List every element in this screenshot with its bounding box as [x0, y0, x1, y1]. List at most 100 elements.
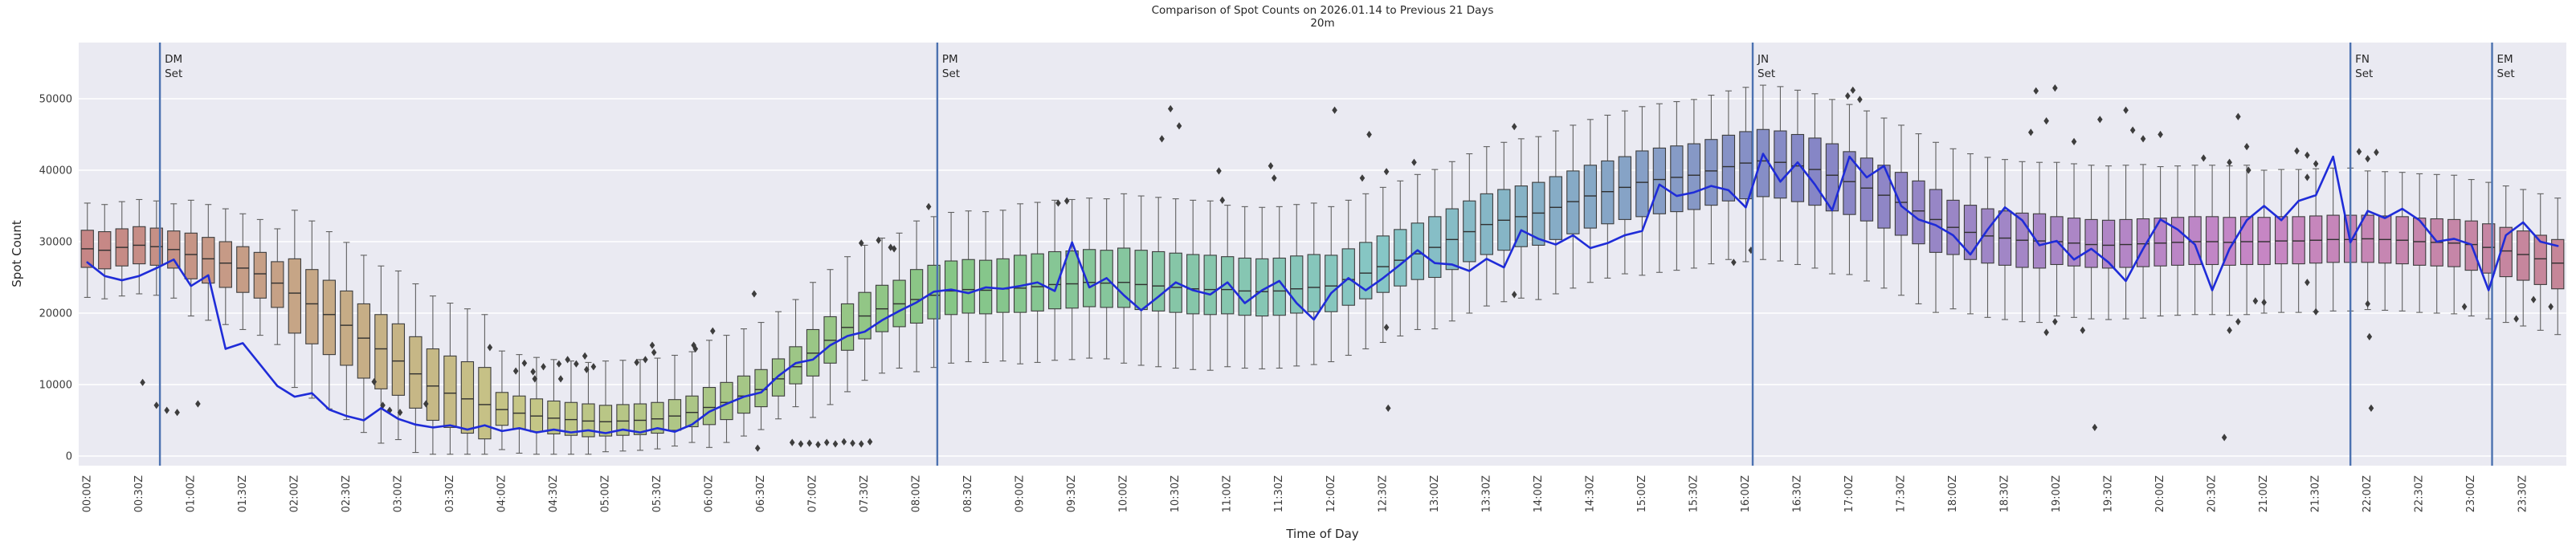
outlier-diamond: [423, 400, 429, 408]
set-line-label: Set: [2497, 67, 2515, 80]
outlier-diamond: [2052, 84, 2058, 92]
box: [1394, 229, 1407, 287]
box: [2533, 234, 2547, 285]
set-line-label: DM: [165, 53, 182, 66]
outlier-diamond: [2052, 318, 2058, 326]
x-tick-label: 05:00Z: [599, 475, 611, 512]
outlier-diamond: [643, 356, 648, 364]
outlier-diamond: [195, 400, 201, 408]
outlier-diamond: [1385, 404, 1391, 412]
outlier-diamond: [512, 367, 519, 375]
box: [1601, 160, 1615, 225]
outlier-diamond: [2097, 116, 2103, 124]
box: [253, 251, 267, 299]
box: [2205, 216, 2219, 266]
outlier-diamond: [876, 236, 882, 244]
x-tick-label: 03:30Z: [444, 475, 456, 512]
box: [529, 398, 544, 433]
outlier-diamond: [1268, 162, 1274, 170]
box: [1307, 254, 1321, 312]
box: [2517, 230, 2530, 281]
box: [1047, 250, 1062, 310]
outlier-diamond: [850, 439, 855, 447]
set-line-label: Set: [942, 67, 960, 80]
x-tick-label: 09:30Z: [1066, 475, 1078, 512]
outlier-diamond: [590, 363, 597, 371]
outlier-diamond: [651, 348, 657, 356]
x-tick-label: 08:30Z: [962, 475, 974, 512]
box: [2274, 216, 2288, 265]
box: [996, 258, 1010, 313]
outlier-diamond: [574, 360, 579, 368]
box: [1203, 255, 1217, 316]
outlier-diamond: [565, 356, 570, 364]
set-line-label: JN: [1757, 53, 1769, 66]
box: [909, 269, 924, 324]
outlier-diamond: [823, 438, 830, 446]
outlier-diamond: [164, 406, 169, 414]
box: [218, 241, 232, 288]
box: [1912, 180, 1925, 245]
box: [1083, 249, 1096, 308]
box: [271, 261, 284, 308]
outlier-diamond: [2080, 326, 2086, 334]
outlier-diamond: [1366, 130, 1372, 139]
x-axis-label: Time of Day: [1286, 527, 1359, 541]
x-tick-label: 13:00Z: [1429, 475, 1441, 512]
outlier-diamond: [2461, 303, 2468, 311]
outlier-diamond: [815, 441, 821, 449]
box: [2292, 216, 2305, 265]
box: [2239, 216, 2254, 266]
box: [443, 355, 457, 428]
box: [547, 400, 561, 434]
outlier-diamond: [1216, 167, 1222, 175]
y-tick-label: 0: [66, 451, 72, 463]
x-tick-label: 04:30Z: [548, 475, 560, 512]
x-tick-label: 22:00Z: [2362, 475, 2374, 512]
outlier-diamond: [2071, 137, 2077, 145]
outlier-diamond: [751, 290, 757, 298]
x-tick-label: 16:00Z: [1740, 475, 1752, 512]
outlier-diamond: [798, 440, 804, 448]
x-tick-label: 02:00Z: [288, 475, 300, 512]
outlier-diamond: [2140, 135, 2146, 143]
box: [1635, 150, 1649, 218]
outlier-diamond: [2243, 143, 2250, 151]
box: [1808, 137, 1822, 206]
box: [944, 260, 958, 316]
box: [633, 403, 647, 435]
x-tick-label: 00:00Z: [81, 475, 93, 512]
outlier-diamond: [1332, 106, 1337, 114]
outlier-diamond: [1850, 86, 1856, 94]
box: [1341, 248, 1355, 306]
box: [236, 246, 250, 293]
outlier-diamond: [692, 344, 699, 353]
x-tick-label: 02:30Z: [341, 475, 353, 512]
x-tick-label: 21:00Z: [2258, 475, 2270, 512]
outlier-diamond: [832, 440, 839, 448]
box: [202, 237, 215, 284]
outlier-diamond: [2158, 130, 2163, 139]
outlier-diamond: [153, 401, 160, 409]
outlier-diamond: [2033, 87, 2039, 95]
box: [1013, 255, 1027, 313]
outlier-diamond: [2356, 148, 2362, 156]
box: [582, 403, 595, 438]
box: [1652, 147, 1667, 214]
box: [1687, 143, 1701, 210]
outlier-diamond: [541, 363, 546, 371]
x-tick-label: 19:30Z: [2103, 475, 2115, 512]
chart-title: Comparison of Spot Counts on 2026.01.14 …: [1151, 4, 1494, 17]
box: [564, 401, 578, 436]
x-tick-label: 13:30Z: [1480, 475, 1492, 512]
outlier-diamond: [2305, 279, 2310, 287]
outlier-diamond: [1511, 291, 1517, 299]
box: [1532, 181, 1545, 246]
box: [598, 405, 613, 437]
outlier-diamond: [521, 359, 528, 367]
outlier-diamond: [371, 377, 378, 386]
x-tick-label: 04:00Z: [496, 475, 508, 512]
outlier-diamond: [2365, 299, 2370, 308]
outlier-diamond: [2252, 297, 2259, 305]
y-tick-label: 20000: [39, 308, 72, 320]
